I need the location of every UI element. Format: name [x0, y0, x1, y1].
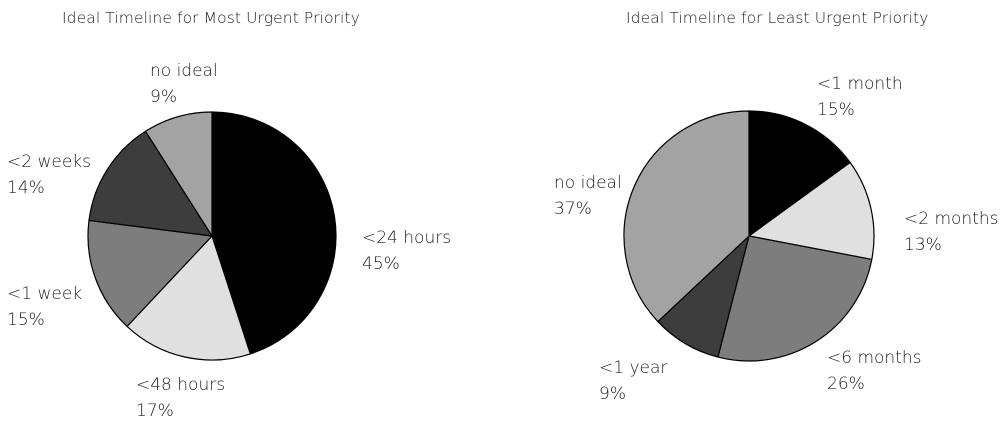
slice-value-label: 37%: [554, 199, 592, 219]
pie-chart-most-urgent: Ideal Timeline for Most Urgent Priority …: [0, 0, 500, 421]
slice-category-label: <1 month: [817, 74, 903, 94]
pie-slice-lt-2-months: [748, 161, 875, 261]
slice-value-label: 15%: [817, 100, 855, 120]
slice-value-label: 15%: [7, 310, 45, 330]
slice-value-label: 14%: [7, 178, 45, 198]
slice-value-label: 26%: [827, 374, 865, 394]
slice-label-lt-1-month: <1 month 15%: [817, 74, 903, 120]
chart-title: Ideal Timeline for Most Urgent Priority: [62, 9, 360, 27]
slice-value-label: 17%: [136, 401, 174, 421]
pie-slice-lt-1-month: [748, 110, 851, 237]
slice-label-lt-48-hours: <48 hours 17%: [136, 375, 225, 421]
slice-category-label: <6 months: [827, 348, 922, 368]
slice-label-lt-2-weeks: <2 weeks 14%: [7, 152, 91, 198]
pie-slice-lt-24-hours: [211, 111, 337, 355]
slice-category-label: <48 hours: [136, 375, 225, 395]
slice-label-lt-1-year: <1 year 9%: [599, 358, 667, 404]
chart-title: Ideal Timeline for Least Urgent Priority: [626, 9, 929, 27]
slice-label-no-ideal: no ideal 37%: [554, 173, 622, 219]
slice-label-lt-24-hours: <24 hours 45%: [362, 228, 451, 274]
pie-chart-svg: <24 hours 45% <48 hours 17% <1 week 15% <2 wee…: [7, 61, 451, 421]
slice-label-lt-1-week: <1 week 15%: [7, 284, 82, 330]
slice-category-label: <2 weeks: [7, 152, 91, 172]
slice-label-lt-2-months: <2 months 13%: [904, 209, 999, 255]
slice-category-label: no ideal: [554, 173, 622, 193]
slice-category-label: no ideal: [150, 61, 218, 81]
slice-value-label: 9%: [150, 87, 177, 107]
pie-slice-lt-1-week: [87, 219, 213, 327]
slice-label-no-ideal: no ideal 9%: [150, 61, 218, 107]
pie-slice-lt-6-months: [717, 235, 873, 362]
pie-chart-svg: <1 month 15% <2 months 13% <6 months 26% <1 ye…: [554, 74, 999, 404]
slice-category-label: <2 months: [904, 209, 999, 229]
pie-slice-lt-48-hours: [126, 235, 251, 361]
pie-slice-no-ideal: [144, 111, 213, 237]
slice-value-label: 13%: [904, 235, 942, 255]
slice-category-label: <1 week: [7, 284, 82, 304]
slice-label-lt-6-months: <6 months 26%: [827, 348, 922, 394]
pie-slice-no-ideal: [623, 110, 750, 323]
slice-value-label: 45%: [362, 254, 400, 274]
slice-value-label: 9%: [599, 384, 626, 404]
pie-slice-lt-2-weeks: [88, 130, 213, 237]
pie-chart-least-urgent: Ideal Timeline for Least Urgent Priority…: [500, 0, 1005, 421]
slice-category-label: <24 hours: [362, 228, 451, 248]
slice-category-label: <1 year: [599, 358, 667, 378]
